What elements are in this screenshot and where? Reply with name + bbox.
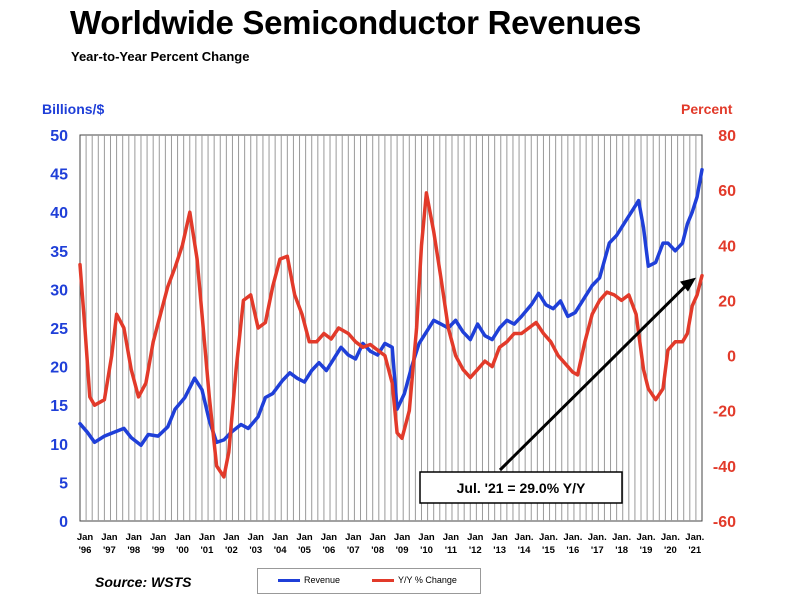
x-tick-label-year: '98: [127, 545, 140, 556]
legend-label-yoy: Y/Y % Change: [398, 575, 457, 585]
y-tick-label-right: 40: [718, 238, 736, 255]
x-tick-label-month: Jan: [150, 532, 167, 543]
x-tick-label-month: Jan.: [661, 532, 680, 543]
x-tick-label-month: Jan.: [539, 532, 558, 543]
x-tick-label-year: '99: [152, 545, 165, 556]
y-axis-label-left: Billions/$: [42, 101, 105, 117]
y-tick-label-left: 45: [50, 167, 68, 184]
x-tick-label-year: '17: [591, 545, 604, 556]
legend-label-revenue: Revenue: [304, 575, 341, 585]
x-tick-label-month: Jan: [77, 532, 94, 543]
x-tick-label-month: Jan: [101, 532, 118, 543]
y-tick-label-left: 20: [50, 360, 68, 377]
y-tick-label-left: 25: [50, 321, 68, 338]
x-tick-label-year: '15: [542, 545, 556, 556]
x-tick-label-year: '13: [493, 545, 506, 556]
x-tick-label-month: Jan: [321, 532, 338, 543]
y-tick-label-left: 50: [50, 128, 68, 145]
y-tick-label-left: 10: [50, 437, 68, 454]
x-tick-label-month: Jan.: [588, 532, 607, 543]
y-tick-label-right: 80: [718, 128, 736, 145]
x-tick-label-year: '06: [323, 545, 336, 556]
x-tick-label-month: Jan: [443, 532, 460, 543]
x-tick-label-month: Jan.: [515, 532, 534, 543]
x-tick-label-month: Jan: [272, 532, 289, 543]
x-tick-label-month: Jan: [491, 532, 508, 543]
y-tick-label-left: 30: [50, 282, 68, 299]
x-tick-label-month: Jan.: [563, 532, 582, 543]
x-tick-label-month: Jan: [199, 532, 216, 543]
x-tick-label-month: Jan: [248, 532, 265, 543]
x-tick-label-year: '08: [371, 545, 384, 556]
source-note: Source: WSTS: [95, 574, 192, 590]
x-tick-label-year: '01: [201, 545, 215, 556]
x-tick-label-month: Jan: [394, 532, 411, 543]
y-tick-label-right: 0: [727, 349, 736, 366]
x-tick-label-year: '97: [103, 545, 116, 556]
x-tick-label-year: '02: [225, 545, 238, 556]
x-tick-label-year: '05: [298, 545, 312, 556]
legend-swatch-yoy: [372, 579, 394, 583]
y-tick-label-right: -60: [713, 514, 736, 531]
x-tick-label-month: Jan.: [637, 532, 656, 543]
x-tick-label-year: '09: [396, 545, 409, 556]
x-tick-label-month: Jan.: [612, 532, 631, 543]
y-tick-label-left: 35: [50, 244, 68, 261]
x-tick-label-month: Jan: [126, 532, 143, 543]
series-line-revenue: [78, 167, 704, 448]
x-tick-label-year: '16: [566, 545, 579, 556]
x-tick-label-month: Jan: [296, 532, 313, 543]
x-tick-label-year: '20: [664, 545, 677, 556]
annotation-text: Jul. '21 = 29.0% Y/Y: [457, 480, 586, 496]
legend-item-yoy: Y/Y % Change: [372, 575, 457, 589]
y-tick-label-left: 0: [59, 514, 68, 531]
x-tick-label-year: '04: [274, 545, 288, 556]
x-tick-label-month: Jan: [223, 532, 240, 543]
y-tick-label-left: 40: [50, 205, 68, 222]
chart-subtitle: Year-to-Year Percent Change: [71, 49, 250, 64]
x-tick-label-year: '10: [420, 545, 433, 556]
annotation-arrowhead: [680, 277, 696, 292]
annotation-box: [419, 471, 623, 504]
series-line-yoy: [78, 191, 704, 479]
x-tick-label-month: Jan: [467, 532, 484, 543]
chart-title: Worldwide Semiconductor Revenues: [70, 4, 642, 41]
y-tick-label-right: -40: [713, 459, 736, 476]
x-tick-label-year: '00: [176, 545, 189, 556]
x-tick-label-year: '12: [469, 545, 482, 556]
x-tick-label-year: '21: [688, 545, 702, 556]
x-tick-label-year: '96: [79, 545, 92, 556]
legend-swatch-revenue: [278, 579, 300, 583]
y-axis-label-right: Percent: [681, 101, 733, 117]
x-tick-label-month: Jan: [345, 532, 362, 543]
y-tick-label-right: 20: [718, 293, 736, 310]
y-tick-label-left: 5: [59, 475, 68, 492]
x-tick-label-year: '19: [640, 545, 653, 556]
y-tick-label-right: 60: [718, 183, 736, 200]
x-tick-label-month: Jan: [418, 532, 435, 543]
x-tick-label-month: Jan: [174, 532, 191, 543]
x-tick-label-year: '03: [249, 545, 262, 556]
legend: Revenue Y/Y % Change: [257, 568, 481, 594]
x-tick-label-year: '07: [347, 545, 360, 556]
annotation-arrow: [498, 282, 690, 472]
x-tick-label-month: Jan: [370, 532, 387, 543]
x-tick-label-year: '18: [615, 545, 628, 556]
x-tick-label-month: Jan.: [685, 532, 704, 543]
legend-item-revenue: Revenue: [278, 575, 340, 589]
y-tick-label-left: 15: [50, 398, 68, 415]
y-tick-label-right: -20: [713, 404, 736, 421]
x-tick-label-year: '14: [518, 545, 532, 556]
x-tick-label-year: '11: [445, 545, 458, 556]
